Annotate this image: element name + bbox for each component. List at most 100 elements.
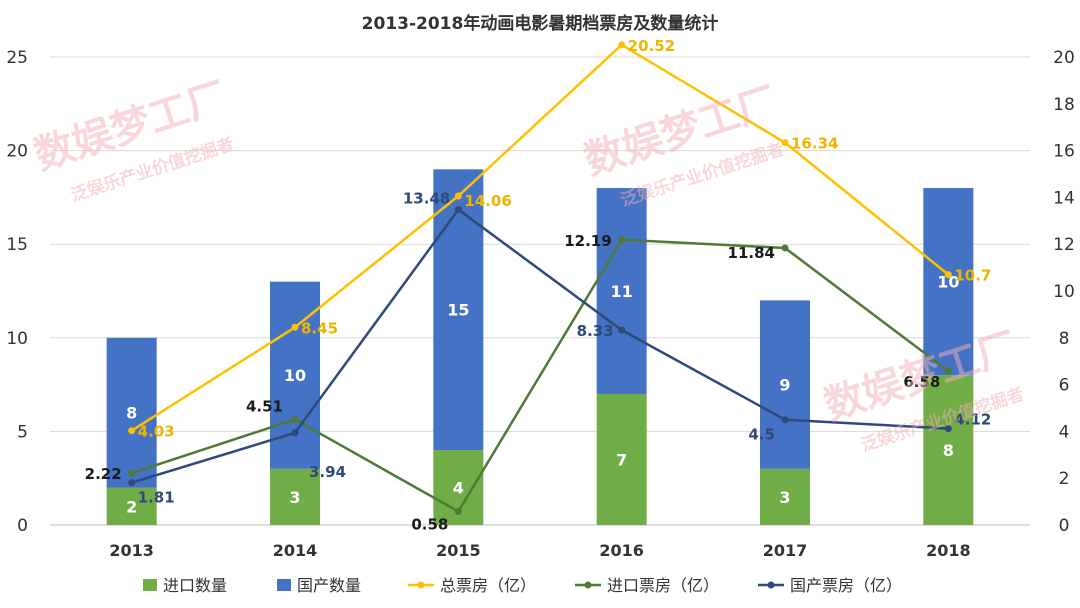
bar-domestic-label: 11 bbox=[611, 282, 633, 301]
line-point bbox=[944, 367, 952, 375]
left-axis: 0 5 10 15 20 25 bbox=[6, 48, 28, 536]
bar-import-label: 8 bbox=[943, 441, 954, 460]
bar-domestic-label: 8 bbox=[126, 404, 137, 423]
line-value-label: 20.52 bbox=[628, 37, 675, 55]
line-point bbox=[454, 507, 462, 515]
line-point bbox=[454, 192, 462, 200]
bar-domestic-2017 bbox=[760, 300, 810, 469]
line-point bbox=[781, 416, 789, 424]
left-tick-label: 5 bbox=[17, 422, 28, 442]
legend-marker bbox=[767, 581, 775, 589]
left-tick-label: 15 bbox=[6, 235, 28, 255]
right-tick-label: 2 bbox=[1059, 469, 1070, 489]
bar-import-label: 7 bbox=[616, 450, 627, 469]
bar-domestic-2013 bbox=[106, 337, 157, 488]
x-tick-label: 2013 bbox=[109, 541, 154, 560]
right-tick-label: 20 bbox=[1053, 48, 1075, 68]
bar-import-2014 bbox=[270, 468, 320, 525]
bar-series bbox=[106, 169, 974, 525]
line-point bbox=[944, 425, 952, 433]
bar-import-label: 3 bbox=[779, 488, 790, 507]
line-point bbox=[454, 206, 462, 214]
line-value-label: 8.33 bbox=[577, 322, 614, 340]
bar-domestic-2015 bbox=[433, 169, 484, 451]
legend: 进口数量 国产数量 总票房（亿） 进口票房（亿） 国产票房（亿） bbox=[143, 576, 902, 595]
x-tick-label: 2018 bbox=[926, 541, 971, 560]
legend-label: 国产票房（亿） bbox=[790, 576, 902, 595]
line-value-label: 11.84 bbox=[728, 244, 775, 262]
bar-domestic-2018 bbox=[923, 188, 974, 376]
bar-import-2017 bbox=[760, 468, 810, 525]
right-tick-label: 16 bbox=[1053, 142, 1075, 162]
left-tick-label: 0 bbox=[17, 516, 28, 536]
legend-label: 国产数量 bbox=[297, 576, 361, 595]
left-tick-label: 10 bbox=[6, 329, 28, 349]
bar-import-label: 3 bbox=[289, 488, 300, 507]
right-tick-label: 10 bbox=[1053, 282, 1075, 302]
line-series-1 bbox=[131, 238, 950, 513]
line-value-label: 3.94 bbox=[309, 463, 346, 481]
line-point bbox=[618, 326, 626, 334]
line-point bbox=[618, 41, 626, 49]
x-tick-label: 2014 bbox=[273, 541, 318, 560]
bar-import-2016 bbox=[596, 393, 647, 525]
line-value-label: 0.58 bbox=[411, 515, 448, 533]
legend-label: 总票房（亿） bbox=[440, 576, 536, 595]
bar-import-2013 bbox=[106, 487, 157, 525]
right-axis: 0 2 4 6 8 10 12 14 16 18 20 bbox=[1053, 48, 1075, 536]
right-tick-label: 6 bbox=[1059, 376, 1070, 396]
line-value-label: 4.5 bbox=[748, 426, 775, 444]
line-point bbox=[781, 139, 789, 147]
line-value-label: 12.19 bbox=[564, 232, 611, 250]
line-value-label: 13.48 bbox=[403, 190, 450, 208]
bar-labels: 2 8 3 10 4 15 7 11 3 9 8 10 bbox=[126, 273, 959, 517]
line-point bbox=[291, 323, 299, 331]
line-value-label: 14.06 bbox=[464, 192, 511, 210]
left-tick-label: 20 bbox=[6, 142, 28, 162]
x-tick-label: 2016 bbox=[599, 541, 644, 560]
legend-label: 进口票房（亿） bbox=[607, 576, 719, 595]
line-point bbox=[781, 244, 789, 252]
bar-import-label: 2 bbox=[126, 497, 137, 516]
line-point bbox=[128, 479, 136, 487]
line-point bbox=[128, 469, 136, 477]
bar-import-2018 bbox=[923, 375, 974, 525]
right-tick-label: 4 bbox=[1059, 422, 1070, 442]
right-tick-label: 12 bbox=[1053, 235, 1075, 255]
line-value-label: 6.58 bbox=[903, 373, 940, 391]
bar-domestic-label: 9 bbox=[779, 376, 790, 395]
line-point bbox=[128, 427, 136, 435]
line-labels: 4.03 8.45 14.06 20.52 16.34 10.7 2.22 4.51 0.58 1… bbox=[85, 37, 992, 534]
line-value-label: 4.12 bbox=[954, 411, 991, 429]
line-value-label: 2.22 bbox=[85, 465, 122, 483]
line-point bbox=[944, 271, 952, 279]
line-value-label: 1.81 bbox=[138, 489, 175, 507]
bar-domestic-label: 10 bbox=[937, 273, 959, 292]
bar-domestic-2016 bbox=[596, 188, 647, 394]
line-value-label: 16.34 bbox=[791, 135, 838, 153]
right-tick-label: 18 bbox=[1053, 95, 1075, 115]
right-tick-label: 0 bbox=[1059, 516, 1070, 536]
line-value-label: 4.51 bbox=[246, 397, 283, 415]
line-series-2 bbox=[131, 208, 949, 484]
bar-import-label: 4 bbox=[453, 479, 464, 498]
x-tick-label: 2015 bbox=[436, 541, 481, 560]
line-point bbox=[291, 415, 299, 423]
right-tick-label: 8 bbox=[1059, 329, 1070, 349]
bar-domestic-label: 10 bbox=[284, 366, 306, 385]
line-value-label: 10.7 bbox=[954, 267, 991, 285]
line-value-label: 4.03 bbox=[138, 423, 175, 441]
legend-marker bbox=[417, 581, 425, 589]
line-point bbox=[291, 429, 299, 437]
legend-swatch bbox=[277, 579, 291, 591]
left-tick-label: 25 bbox=[6, 48, 28, 68]
legend-marker bbox=[584, 581, 592, 589]
line-series-0 bbox=[130, 43, 950, 432]
bar-domestic-label: 15 bbox=[447, 301, 469, 320]
line-value-label: 8.45 bbox=[301, 319, 338, 337]
chart-title: 2013-2018年动画电影暑期档票房及数量统计 bbox=[362, 13, 719, 34]
line-point bbox=[618, 236, 626, 244]
